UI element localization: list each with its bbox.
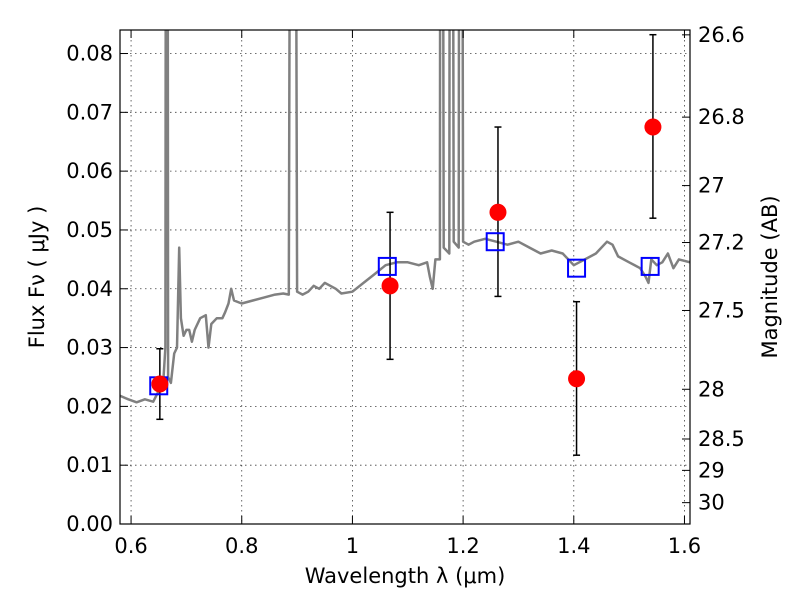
y-tick-label: 0.05 — [66, 218, 113, 242]
model-point — [567, 258, 587, 278]
mag-tick-label: 27.5 — [698, 298, 745, 322]
y-tick-label: 0.00 — [66, 512, 113, 536]
mag-tick-label: 27 — [698, 174, 725, 198]
mag-tick-label: 26.8 — [698, 105, 745, 129]
plot-frame — [119, 29, 691, 525]
y-tick-label: 0.08 — [66, 42, 113, 66]
y-tick-label: 0.03 — [66, 336, 113, 360]
y-tick-label: 0.02 — [66, 394, 113, 418]
x-tick-label: 0.8 — [225, 534, 258, 558]
mag-tick-label: 28.5 — [698, 427, 745, 451]
x-tick-label: 1 — [346, 534, 359, 558]
observed-point — [381, 277, 399, 295]
mag-tick-label: 30 — [698, 491, 725, 515]
y2-axis-label: Magnitude (AB) — [758, 195, 782, 358]
y-tick-label: 0.07 — [66, 100, 113, 124]
x-axis-label: Wavelength λ (μm) — [305, 564, 506, 588]
template-spectrum — [120, 30, 690, 404]
x-tick-label: 1.2 — [446, 534, 479, 558]
y-tick-label: 0.01 — [66, 453, 113, 477]
photometry-points — [149, 33, 662, 456]
observed-point — [489, 203, 507, 221]
observed-point — [644, 118, 662, 136]
x-tick-label: 1.4 — [557, 534, 590, 558]
x-tick-label: 0.6 — [114, 534, 147, 558]
observed-point — [151, 375, 169, 393]
x-tick-label: 1.6 — [668, 534, 701, 558]
model-point — [485, 232, 505, 252]
mag-tick-label: 27.2 — [698, 231, 745, 255]
axis-ticks: 0.6 0.8 1 1.2 1.4 1.6 0.00 0.01 0.02 0.03 0.04 0.05… — [66, 23, 745, 558]
grid — [120, 30, 690, 525]
spectrum-line — [120, 30, 690, 404]
model-point — [640, 256, 660, 276]
mag-tick-label: 28 — [698, 377, 725, 401]
mag-tick-label: 26.6 — [698, 23, 745, 47]
mag-tick-label: 29 — [698, 458, 725, 482]
y-tick-label: 0.04 — [66, 277, 113, 301]
y-tick-label: 0.06 — [66, 159, 113, 183]
model-point — [377, 256, 397, 276]
y-axis-label: Flux Fν ( μJy ) — [25, 206, 49, 349]
observed-point — [568, 370, 586, 388]
